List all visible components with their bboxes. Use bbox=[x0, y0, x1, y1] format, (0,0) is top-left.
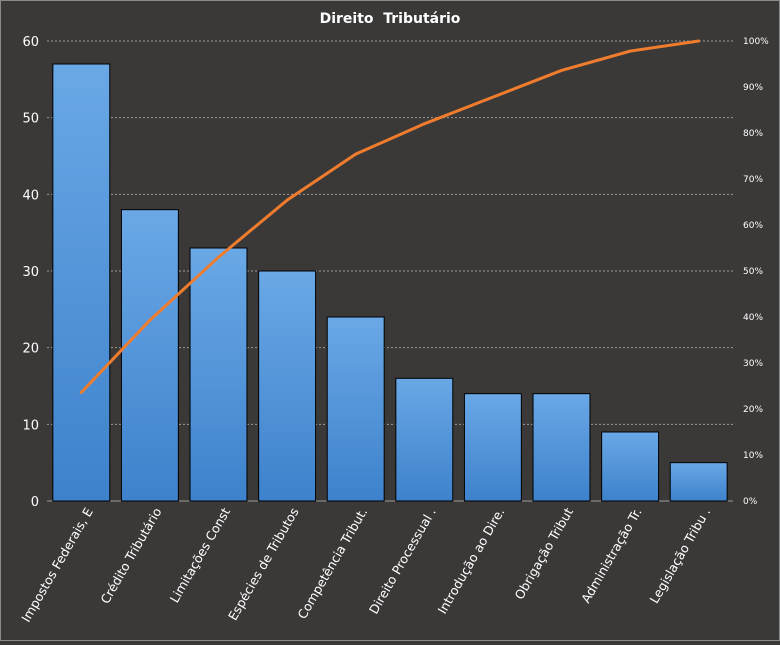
left-tick-label: 10 bbox=[22, 418, 39, 433]
right-tick-label: 50% bbox=[743, 267, 763, 277]
bar-5 bbox=[395, 377, 454, 502]
category-label: Legislação Tribu . bbox=[646, 505, 713, 606]
left-tick-label: 20 bbox=[22, 342, 39, 357]
left-tick-label: 60 bbox=[22, 35, 39, 50]
bar-4 bbox=[326, 316, 385, 502]
left-tick-label: 40 bbox=[22, 188, 39, 203]
left-axis-ticks: 0 10 20 30 40 50 60 bbox=[22, 35, 39, 510]
right-tick-label: 40% bbox=[743, 313, 763, 323]
category-labels: Impostos Federais, E Crédito Tributário Li… bbox=[18, 505, 713, 625]
category-label: Impostos Federais, E bbox=[18, 505, 96, 625]
cumulative-line-path bbox=[79, 39, 701, 394]
right-tick-label: 0% bbox=[743, 497, 758, 507]
category-label: Competência Tribut. bbox=[294, 505, 370, 621]
cumulative-line bbox=[79, 39, 701, 394]
right-tick-label: 80% bbox=[743, 129, 763, 139]
bar-1 bbox=[120, 209, 179, 502]
category-label: Obrigação Tribut bbox=[511, 505, 576, 602]
bar-6 bbox=[463, 393, 522, 502]
category-label: Espécies de Tributos bbox=[225, 505, 302, 623]
right-tick-label: 100% bbox=[743, 37, 769, 47]
right-tick-label: 30% bbox=[743, 359, 763, 369]
right-tick-label: 90% bbox=[743, 83, 763, 93]
category-label: Limitações Const bbox=[167, 505, 234, 605]
right-tick-label: 20% bbox=[743, 405, 763, 415]
bar-7 bbox=[532, 393, 591, 502]
right-axis-ticks: 0% 10% 20% 30% 40% 50% 60% 70% 80% 90% 100% bbox=[743, 37, 769, 507]
bar-3 bbox=[258, 270, 317, 502]
chart-title: Direito Tributário bbox=[320, 11, 461, 27]
right-tick-label: 10% bbox=[743, 451, 763, 461]
bar-9 bbox=[669, 462, 728, 502]
left-tick-label: 30 bbox=[22, 265, 39, 280]
bars bbox=[52, 63, 728, 502]
left-tick-label: 50 bbox=[22, 112, 39, 127]
right-tick-label: 70% bbox=[743, 175, 763, 185]
category-label: Crédito Tributário bbox=[97, 505, 164, 606]
bar-0 bbox=[52, 63, 111, 502]
bar-2 bbox=[189, 247, 248, 502]
category-label: Direito Processual . bbox=[366, 505, 439, 616]
category-label: Administração Tr. bbox=[578, 505, 645, 606]
right-tick-label: 60% bbox=[743, 221, 763, 231]
bar-8 bbox=[601, 431, 660, 502]
category-label: Introdução ao Dire. bbox=[435, 505, 508, 616]
left-tick-label: 0 bbox=[31, 495, 39, 510]
